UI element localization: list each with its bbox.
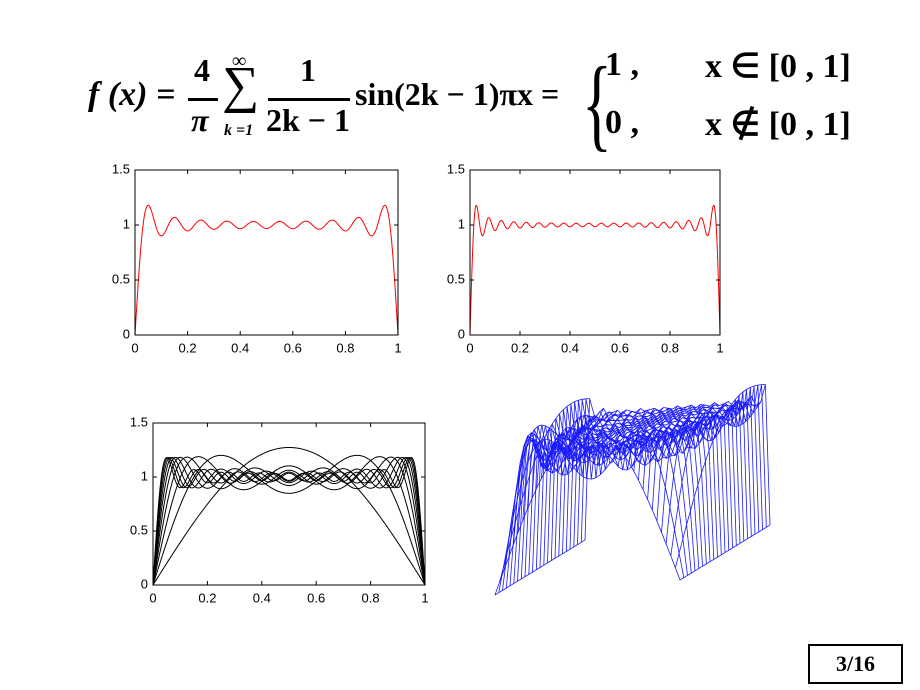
curve [152,456,426,586]
plot-frame [152,422,426,586]
mesh-line [656,404,748,522]
y-tick-label: 0 [141,576,148,591]
curve [152,454,426,586]
mesh-line [508,415,599,557]
x-tick-label: 0.8 [336,340,354,355]
x-tick-label: 0.2 [198,590,216,605]
formula-text: x ∈ [0 , 1] [705,48,851,85]
y-tick-label: 1 [123,216,130,231]
curve [152,446,426,586]
formula-text: 1 [300,52,316,88]
x-tick-label: 0.6 [284,340,302,355]
y-tick-label: 1.5 [130,414,148,429]
y-tick-label: 0.5 [130,522,148,537]
mesh-line [528,412,715,575]
brace: { [582,46,612,161]
plot-frame [134,169,399,336]
curve [469,204,721,336]
mesh-line [638,401,729,481]
mesh-line [502,429,688,591]
curve [152,456,426,586]
x-tick-label: 0.6 [611,340,629,355]
mesh-line [517,415,609,533]
curve [152,456,426,586]
curve [134,204,399,336]
x-tick-label: 0.8 [362,590,380,605]
curve [152,457,426,586]
mesh-line [582,408,673,479]
y-tick-label: 1 [458,216,465,231]
fraction-bar [188,98,218,101]
formula-text: sin(2k − 1)πx = [355,76,560,112]
fraction-bar [268,98,350,101]
mesh-line [675,384,766,568]
y-tick-label: 0 [458,326,465,341]
formula-text: ∞ [232,50,247,72]
mesh-line [665,402,757,545]
mesh-line [601,404,692,470]
x-tick-label: 0.4 [231,340,249,355]
formula-text: 4 [194,52,210,88]
x-tick-label: 1 [421,590,428,605]
formula-text: x ∉ [0 , 1] [705,106,851,143]
x-tick-label: 0 [131,340,138,355]
x-tick-label: 1 [716,340,723,355]
x-tick-label: 0.4 [561,340,579,355]
mesh-line [503,415,595,570]
x-tick-label: 0 [149,590,156,605]
sum-sign: ∑ [222,57,260,114]
x-tick-label: 0.8 [661,340,679,355]
mesh-line [554,411,646,476]
x-tick-label: 1 [394,340,401,355]
formula-text: 2k − 1 [266,102,351,138]
formula-lhs: f (x) = [88,76,176,113]
mesh-line [559,409,650,475]
mesh-line [661,396,752,533]
formula-text: 1 , [605,46,639,83]
mesh-line [536,409,627,489]
x-tick-label: 0.2 [511,340,529,355]
mesh-line [628,404,720,464]
page-number: 3/16 [808,644,903,684]
curve [152,457,426,586]
mesh-line [531,413,623,499]
y-tick-label: 1.5 [447,161,465,176]
mesh-line [651,401,743,511]
mesh-line [619,405,711,470]
x-tick-label: 0.6 [307,590,325,605]
y-tick-label: 0.5 [112,271,130,286]
x-tick-label: 0.2 [179,340,197,355]
y-tick-label: 0.5 [447,271,465,286]
formula-text: k =1 [224,122,254,139]
mesh-line [642,404,734,490]
x-tick-label: 0 [466,340,473,355]
plot-frame [469,169,721,336]
mesh-line [494,539,586,596]
y-tick-label: 0 [123,326,130,341]
mesh-line [679,524,771,581]
mesh-line [499,398,590,583]
formula-text: π [191,102,209,138]
curve [152,456,426,586]
mesh-line [647,400,738,500]
formula-text: 0 , [605,104,639,141]
mesh-line [522,411,613,521]
x-tick-label: 0.4 [253,590,271,605]
y-tick-label: 1 [141,468,148,483]
y-tick-label: 1.5 [112,161,130,176]
curve [152,456,426,586]
mesh-line [670,401,762,556]
